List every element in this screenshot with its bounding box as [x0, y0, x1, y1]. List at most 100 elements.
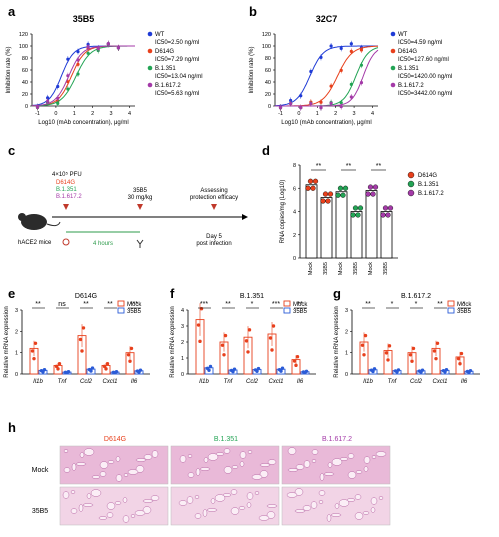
panel-b-x-tick-label: 4 — [371, 111, 374, 117]
panel-a-legend-name: B.1.351 — [155, 66, 176, 72]
panel-h-alveolus — [99, 461, 109, 469]
panel-f-legend-35b5: 35B5 — [293, 309, 308, 315]
panel-a-y-tick-label: 40 — [22, 80, 28, 86]
panel-d-y-tick-label: 4 — [293, 210, 296, 216]
panel-f-point-35b5 — [208, 364, 213, 369]
panel-h-alveolus — [91, 475, 101, 479]
panel-h-alveolus — [195, 468, 201, 476]
panel-f-sig: ** — [297, 301, 303, 308]
panel-h-alveolus — [246, 502, 252, 508]
panel-f-legend-35b5-marker — [283, 307, 291, 314]
panel-a-legend-ic: IC50=5.63 ng/ml — [155, 91, 199, 97]
panel-e-sig: ** — [107, 301, 113, 308]
panel-e-sig: ns — [58, 301, 66, 308]
panel-a-legend-ic: IC50=13.04 ng/ml — [155, 74, 203, 80]
panel-b-legend-name: B.1.351 — [398, 66, 419, 72]
panel-h-col-label: B.1.351 — [214, 436, 238, 443]
panel-h-alveolus — [78, 504, 84, 512]
panel-f-gene-label: Il6 — [297, 379, 304, 385]
panel-g-gene-label: Ccl2 — [410, 379, 423, 385]
panel-a-y-tick-label: 120 — [19, 32, 28, 38]
panel-h-alveolus — [202, 509, 208, 517]
panel-h-alveolus — [326, 514, 332, 522]
panel-f-y-label: Relative mRNA expression — [170, 306, 176, 377]
panel-g-y-tick-label: 1 — [345, 351, 348, 357]
panel-h-alveolus — [259, 470, 269, 478]
panel-h-alveolus — [303, 460, 311, 468]
panel-h-alveolus — [347, 471, 357, 479]
panel-f-gene-label: Cxcl1 — [268, 379, 283, 385]
panel-g-point-mock — [456, 356, 461, 361]
panel-d-point — [370, 191, 376, 197]
panel-h-alveolus — [223, 448, 231, 454]
panel-f-point-35b5 — [207, 368, 211, 372]
panel-f-sig: *** — [200, 301, 208, 308]
panel-d-legend-marker — [407, 180, 415, 188]
panel-h-alveolus — [75, 462, 87, 466]
panel-d-y-tick-label: 2 — [293, 233, 296, 239]
panel-h-alveolus — [187, 472, 195, 478]
panel-b-y-tick-label: 120 — [262, 32, 271, 38]
panel-letter-b: b — [249, 4, 257, 19]
panel-a-legend-marker — [147, 48, 153, 54]
drug-label: 35B5 — [133, 188, 148, 194]
panel-f-point-mock — [244, 339, 249, 343]
panel-h-alveolus — [83, 448, 95, 456]
panel-h-alveolus — [238, 506, 246, 510]
panel-h-alveolus — [98, 516, 108, 520]
panel-g-point-mock — [386, 358, 390, 362]
virus-icon — [62, 238, 70, 246]
panel-g-point-mock — [363, 333, 368, 338]
panel-letter-h: h — [8, 420, 16, 435]
panel-h-alveolus — [62, 491, 70, 499]
panel-a-x-tick-label: -1 — [35, 111, 40, 117]
panel-b-x-tick-label: 2 — [334, 111, 337, 117]
panel-h-alveolus — [115, 474, 123, 482]
panel-h-alveolus — [106, 502, 116, 510]
panel-e-point-mock — [129, 346, 134, 351]
panel-g-title: B.1.617.2 — [401, 293, 431, 300]
panel-d-sig: ** — [316, 163, 322, 170]
panel-h-alveolus — [106, 512, 114, 518]
panel-f-point-35b5 — [231, 369, 235, 374]
panel-h-alveolus — [362, 511, 370, 515]
panel-f-point-35b5 — [256, 366, 261, 371]
panel-d-point — [387, 205, 394, 211]
hours-label: 4 hours — [93, 241, 113, 247]
panel-a-curve-3 — [31, 45, 135, 107]
variant-label: D614G — [56, 180, 75, 186]
panel-h-alveolus — [319, 473, 325, 481]
panel-g-point-mock — [360, 343, 365, 347]
panel-d-point — [365, 191, 371, 197]
panel-h-alveolus — [214, 494, 226, 502]
panel-h-alveolus — [70, 508, 78, 514]
panel-e-point-mock — [128, 359, 132, 363]
panel-b-curve-1 — [275, 45, 379, 107]
panel-h-alveolus — [114, 501, 122, 505]
panel-h-alveolus — [130, 514, 136, 518]
timeline-marker — [63, 204, 69, 210]
panel-f-point-mock — [292, 359, 297, 363]
panel-h-alveolus — [318, 500, 324, 504]
panel-f-point-mock — [295, 355, 300, 359]
panel-e-point-mock — [33, 341, 38, 345]
panel-h-alveolus — [311, 459, 317, 463]
panel-b-legend-ic: IC50=1420.00 ng/ml — [398, 74, 452, 80]
panel-f-point-mock — [270, 348, 274, 352]
panel-letter-a: a — [8, 4, 16, 19]
panel-h-alveolus — [230, 507, 240, 515]
panel-f-point-mock — [271, 324, 276, 328]
panel-f-y-tick-label: 1 — [181, 356, 184, 362]
panel-b-legend-marker — [390, 82, 396, 88]
panel-f-legend-mock: Mock — [293, 302, 308, 308]
panel-h-alveolus — [239, 451, 247, 459]
panel-h-alveolus — [115, 456, 121, 462]
panel-e-point-35b5 — [113, 371, 117, 375]
panel-b-curve-0 — [274, 45, 378, 107]
timeline-marker — [211, 204, 217, 210]
panel-a-legend-name: WT — [155, 32, 165, 38]
panel-g-point-mock — [432, 349, 437, 353]
panel-h-alveolus — [107, 460, 115, 464]
panel-g-y-tick-label: 2 — [345, 329, 348, 335]
dose-label: 4×10⁵ PFU — [52, 171, 82, 178]
